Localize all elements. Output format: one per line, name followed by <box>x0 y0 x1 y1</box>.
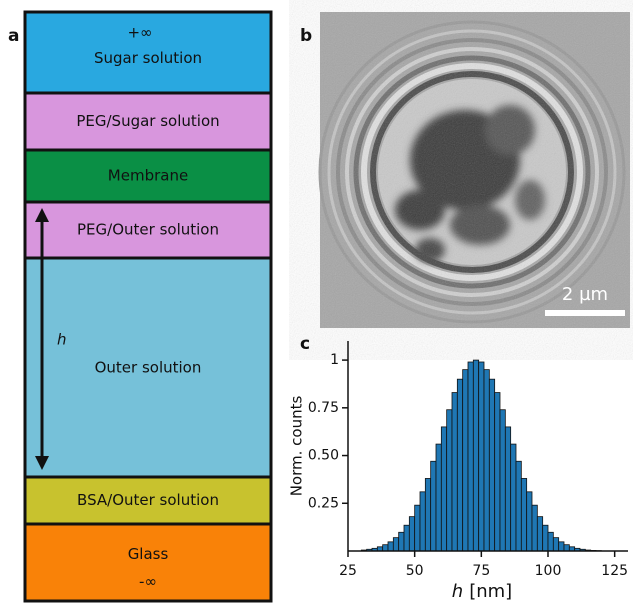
bar <box>398 531 405 552</box>
panel-label: a <box>8 26 19 46</box>
layer <box>23 91 273 152</box>
layer-label: Sugar solution <box>94 49 202 67</box>
arrow-head <box>35 456 49 470</box>
y-tick-label: 0.50 <box>308 448 339 464</box>
bottom-label: -∞ <box>139 573 157 591</box>
bar <box>558 541 565 552</box>
bar <box>563 544 570 552</box>
y-tick-label: 0.75 <box>308 400 339 416</box>
scale-label: 2 µm <box>562 284 608 305</box>
x-tick-label: 100 <box>535 563 562 579</box>
bar <box>392 537 400 552</box>
bar <box>499 409 506 552</box>
layer <box>23 256 273 479</box>
bar <box>526 491 533 552</box>
bar <box>472 359 480 552</box>
bar <box>504 426 512 552</box>
arrow-head <box>35 208 49 222</box>
x-axis-label: h [nm] <box>452 581 512 602</box>
layer-label: Outer solution <box>95 359 202 377</box>
bar <box>408 516 416 552</box>
bar <box>387 541 394 552</box>
layer-label: PEG/Outer solution <box>77 221 219 239</box>
bar <box>430 460 437 552</box>
bar <box>478 361 485 552</box>
scale-bar <box>545 310 625 316</box>
layer <box>23 475 273 526</box>
bar <box>462 369 469 552</box>
bar <box>414 504 421 552</box>
panel-a: Sugar solution PEG/Sugar solution Membrane… <box>23 10 273 603</box>
x-label-var: h <box>452 581 463 602</box>
bar <box>552 537 560 552</box>
x-tick-label: 50 <box>406 563 424 579</box>
x-tick-label: 125 <box>601 563 628 579</box>
bar <box>424 478 432 552</box>
panel-label: b <box>300 26 312 46</box>
bar <box>435 443 442 552</box>
x-tick-label: 75 <box>472 563 490 579</box>
distance-label: h <box>57 331 67 349</box>
y-axis-label: Norm. counts <box>288 396 306 497</box>
bar <box>451 392 458 552</box>
bar <box>488 378 496 552</box>
y-tick-label: 1 <box>330 352 339 368</box>
bar <box>536 516 544 552</box>
bar <box>382 544 389 552</box>
bar <box>542 524 549 552</box>
bar <box>483 369 490 552</box>
bar <box>440 426 448 552</box>
bar <box>510 443 517 552</box>
bar <box>403 524 410 552</box>
layer-label: Glass <box>128 545 169 563</box>
bar <box>547 531 554 552</box>
bar <box>456 378 464 552</box>
x-label-unit: [nm] <box>469 581 512 602</box>
bar <box>419 491 426 552</box>
bar <box>515 460 522 552</box>
bar <box>531 504 538 552</box>
layer-label: PEG/Sugar solution <box>76 112 219 130</box>
bar <box>520 478 528 552</box>
y-tick-label: 0.25 <box>308 495 339 511</box>
panel-b: 2 µm <box>318 12 630 328</box>
layer <box>23 10 273 95</box>
layer <box>23 200 273 260</box>
top-label: +∞ <box>127 24 152 42</box>
bar <box>467 361 474 552</box>
x-tick-label: 25 <box>339 563 357 579</box>
layer-label: BSA/Outer solution <box>77 491 219 509</box>
bar <box>446 409 453 552</box>
bar <box>494 392 501 552</box>
layer <box>23 522 273 603</box>
noise <box>320 12 630 328</box>
panel-label: c <box>300 334 310 354</box>
layer-label: Membrane <box>108 167 188 185</box>
